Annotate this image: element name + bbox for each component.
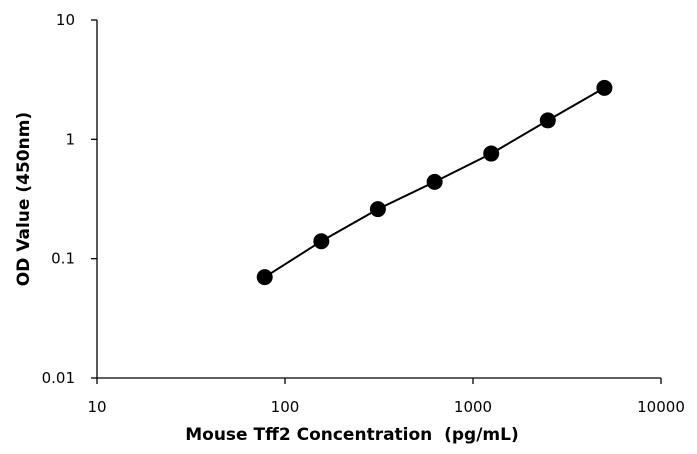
y-tick-label: 0.01 (42, 369, 75, 387)
data-point (369, 201, 386, 218)
data-point (596, 79, 613, 96)
data-point (313, 233, 330, 250)
y-axis-title: OD Value (450nm) (14, 112, 34, 286)
y-tick-label: 1 (65, 130, 75, 148)
y-tick-label: 0.1 (51, 250, 75, 268)
x-tick-label: 10000 (637, 398, 685, 416)
series-layer (256, 79, 613, 286)
x-tick-label: 10 (87, 398, 106, 416)
data-point (483, 145, 500, 162)
axes (96, 20, 661, 379)
x-axis-title: Mouse Tff2 Concentration (pg/mL) (185, 425, 519, 445)
x-tick-label: 1000 (454, 398, 492, 416)
ticks (91, 19, 662, 384)
tick-labels: 0.01 0.1 1 10 10 100 1000 10000 (42, 11, 685, 416)
data-point (256, 269, 273, 286)
data-point (426, 173, 443, 190)
y-tick-label: 10 (56, 11, 75, 29)
data-point (539, 112, 556, 129)
x-tick-label: 100 (271, 398, 300, 416)
